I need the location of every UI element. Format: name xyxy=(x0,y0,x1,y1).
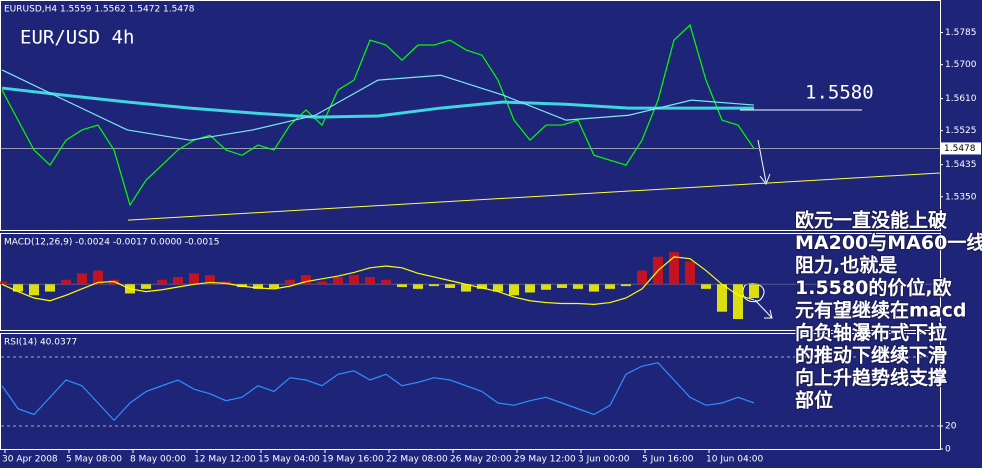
histogram-bar xyxy=(77,273,87,285)
histogram-bar xyxy=(573,284,583,289)
y-tick-label: 1.5610 xyxy=(945,94,977,104)
comment-line: 部位 xyxy=(795,389,833,412)
histogram-bar xyxy=(45,284,55,292)
series-line xyxy=(1,69,755,141)
resistance-label: 1.5580 xyxy=(805,81,874,103)
histogram-bar xyxy=(93,270,103,285)
last-price-label: 1.5478 xyxy=(944,144,976,154)
y-tick-label: 1.5350 xyxy=(945,192,977,202)
x-tick-label: 15 May 04:00 xyxy=(258,455,320,465)
comment-line: 元有望继续在macd xyxy=(795,299,966,322)
histogram-bar xyxy=(605,284,615,289)
histogram-bar xyxy=(429,284,439,287)
histogram-bar xyxy=(541,284,551,290)
price-title: EURUSD,H4 1.5559 1.5562 1.5472 1.5478 xyxy=(4,5,195,15)
histogram-bar xyxy=(637,270,647,285)
signal-line xyxy=(1,256,755,306)
histogram-bar xyxy=(493,284,503,292)
histogram-bar xyxy=(285,279,295,285)
histogram-bar xyxy=(701,284,711,289)
comment-line: MA200与MA60一线 xyxy=(795,231,982,254)
histogram-bar xyxy=(669,252,679,285)
y-tick-label: 20 xyxy=(945,422,957,432)
y-tick-label: 1.5525 xyxy=(945,126,977,136)
price-panel xyxy=(0,0,941,231)
x-tick-label: 19 May 16:00 xyxy=(322,455,384,465)
comment-line: 的推动下继续下滑 xyxy=(795,344,947,367)
histogram-bar xyxy=(141,284,151,289)
histogram-bar xyxy=(525,284,535,293)
x-tick-label: 29 May 12:00 xyxy=(514,455,576,465)
y-tick-label: 1.5785 xyxy=(945,28,977,38)
x-tick-label: 12 May 12:00 xyxy=(194,455,256,465)
histogram-bar xyxy=(253,284,263,289)
rsi-title: RSI(14) 40.0377 xyxy=(4,338,77,348)
chart-annotation: EUR/USD 4h xyxy=(20,27,134,49)
histogram-bar xyxy=(333,276,343,285)
histogram-bar xyxy=(557,284,567,288)
comment-line: 阻力,也就是 xyxy=(795,254,897,277)
x-tick-label: 26 May 20:00 xyxy=(450,455,512,465)
histogram-bar xyxy=(0,281,7,285)
histogram-bar xyxy=(397,284,407,288)
trendline xyxy=(127,172,941,221)
comment-line: 欧元一直没能上破 xyxy=(795,209,947,232)
histogram-bar xyxy=(189,273,199,285)
y-tick-label: 1.5435 xyxy=(945,160,977,170)
histogram-bar xyxy=(413,284,423,289)
series-line xyxy=(1,23,755,207)
histogram-bar xyxy=(509,284,519,296)
histogram-bar xyxy=(477,284,487,289)
histogram-bar xyxy=(685,261,695,285)
y-tick-label: 1.5700 xyxy=(945,60,977,70)
histogram-bar xyxy=(381,279,391,285)
histogram-bar xyxy=(61,279,71,285)
x-tick-label: 5 Jun 16:00 xyxy=(642,455,694,465)
x-tick-label: 5 May 08:00 xyxy=(66,455,122,465)
x-tick-label: 30 Apr 2008 xyxy=(2,455,58,465)
macd-title: MACD(12,26,9) -0.0024 -0.0017 0.0000 -0.… xyxy=(4,238,220,248)
histogram-bar xyxy=(749,284,759,298)
histogram-bar xyxy=(717,284,727,312)
histogram-bar xyxy=(317,281,327,285)
histogram-bar xyxy=(301,275,311,285)
comment-line: 1.5580的价位,欧 xyxy=(795,276,952,299)
y-tick-label: 0 xyxy=(945,445,951,455)
histogram-bar xyxy=(733,284,743,320)
histogram-bar xyxy=(29,284,39,296)
comment-line: 向负轴瀑布式下拉 xyxy=(795,321,947,344)
series-line xyxy=(1,86,754,119)
histogram-bar xyxy=(589,284,599,292)
x-tick-label: 3 Jun 00:00 xyxy=(578,455,630,465)
histogram-bar xyxy=(173,276,183,285)
histogram-bar xyxy=(365,276,375,285)
histogram-bar xyxy=(621,284,631,287)
x-tick-label: 8 May 00:00 xyxy=(130,455,186,465)
comment-line: 向上升趋势线支撑 xyxy=(795,366,947,389)
last-price-box xyxy=(941,142,981,155)
arrow xyxy=(757,139,771,186)
x-tick-label: 22 May 08:00 xyxy=(386,455,448,465)
histogram-bar xyxy=(13,284,23,292)
histogram-bar xyxy=(269,284,279,288)
histogram-bar xyxy=(205,275,215,285)
histogram-bar xyxy=(349,275,359,285)
histogram-bar xyxy=(445,284,455,288)
rsi-panel xyxy=(0,333,941,450)
x-tick-label: 10 Jun 04:00 xyxy=(706,455,763,465)
histogram-bar xyxy=(461,284,471,292)
series-line xyxy=(1,362,755,422)
histogram-bar xyxy=(157,279,167,285)
